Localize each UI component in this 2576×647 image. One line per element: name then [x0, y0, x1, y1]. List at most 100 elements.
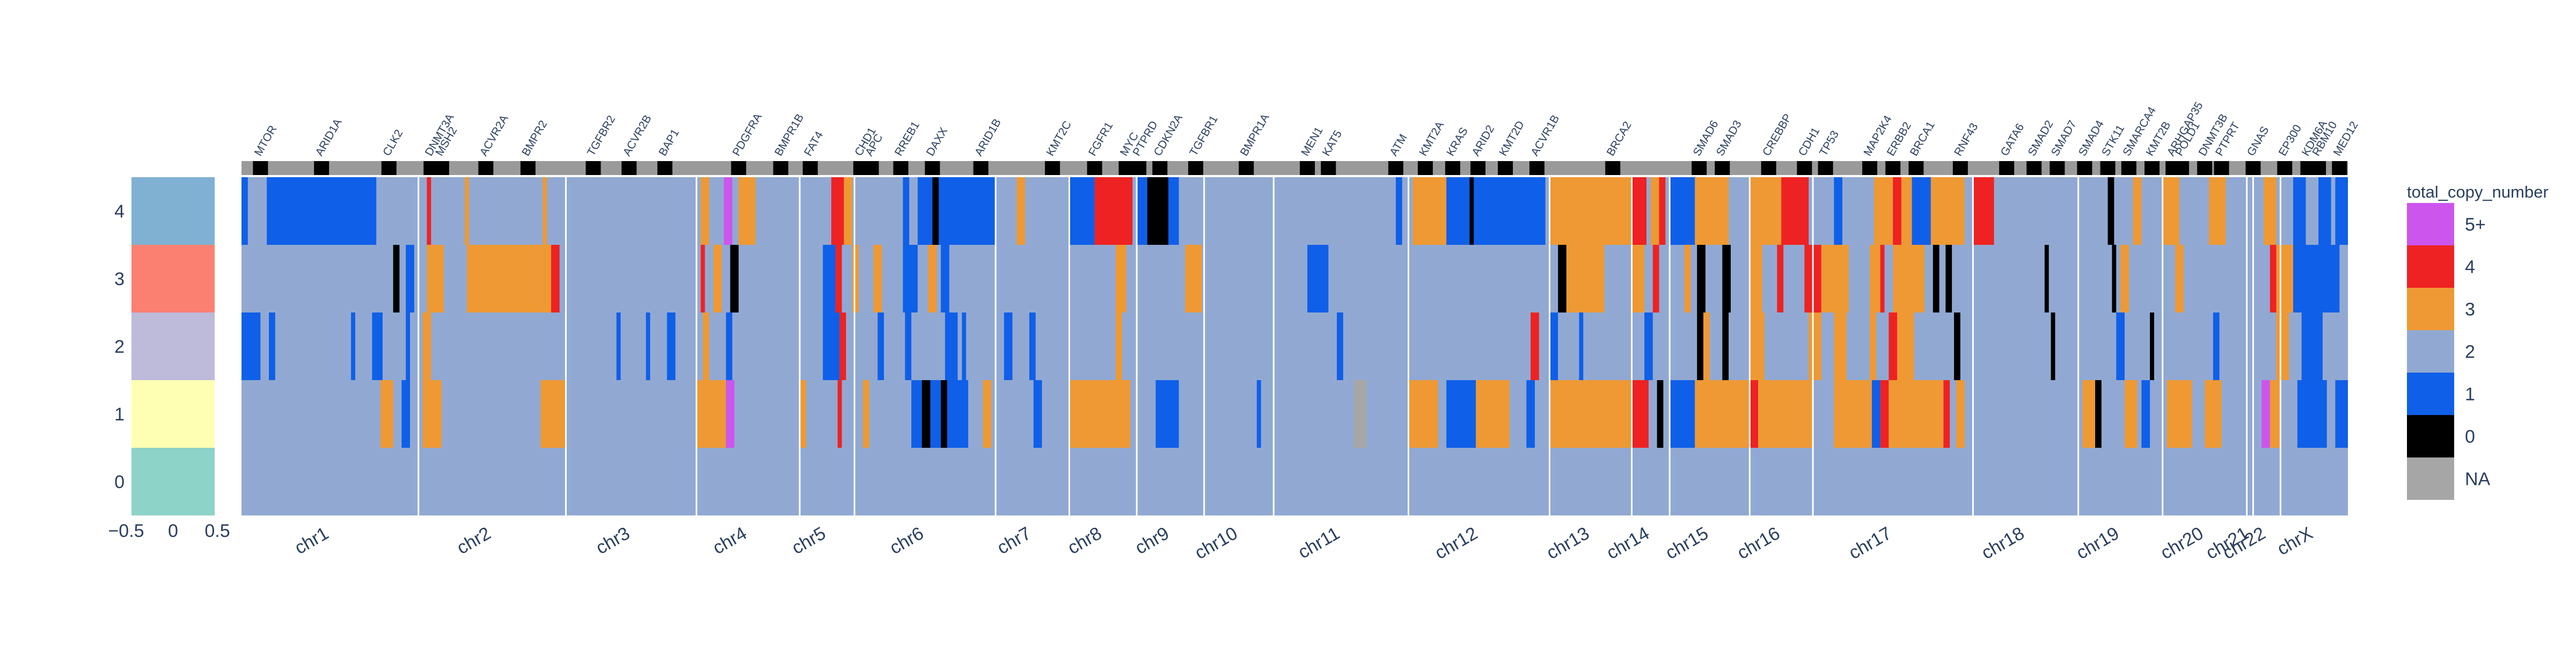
gene-marker — [1087, 161, 1102, 175]
heatmap-segment — [1526, 380, 1535, 448]
heatmap-segment — [1566, 245, 1605, 312]
gene-marker — [1045, 161, 1060, 175]
heatmap-segment — [422, 312, 431, 380]
heatmap-segment — [1016, 177, 1026, 245]
gene-marker — [1605, 161, 1621, 175]
gene-label: ARID1A — [313, 117, 345, 158]
gene-marker — [314, 161, 330, 175]
heatmap-segment — [2318, 177, 2331, 245]
heatmap-segment — [1353, 380, 1366, 448]
heatmap-segment — [983, 380, 992, 448]
gene-label: ARID1B — [972, 117, 1004, 158]
gene-label: PDGFRA — [730, 111, 765, 158]
sample-bar-x-tick: −0.5 — [108, 521, 144, 541]
heatmap-segment — [427, 245, 444, 312]
heatmap-segment — [1137, 177, 1147, 245]
chromosome-label: chr16 — [1734, 523, 1784, 563]
gene-marker — [802, 161, 818, 175]
heatmap-segment — [1834, 177, 1842, 245]
sample-bar-x-tick: 0.5 — [204, 521, 230, 541]
gene-marker — [773, 161, 788, 175]
gene-marker — [2050, 161, 2065, 175]
gene-marker — [1529, 161, 1545, 175]
heatmap-segment — [393, 245, 400, 312]
heatmap-segment — [540, 380, 566, 448]
heatmap-segment — [1469, 177, 1474, 245]
gene-marker — [863, 161, 879, 175]
gene-marker — [1239, 161, 1254, 175]
heatmap-segment — [738, 177, 756, 245]
heatmap-segment — [406, 312, 410, 380]
gene-marker — [2174, 161, 2189, 175]
heatmap-segment — [2276, 245, 2293, 312]
heatmap-segment — [2107, 177, 2114, 245]
heatmap-segment — [1185, 245, 1202, 312]
heatmap-segment — [1670, 177, 1695, 245]
heatmap-segment — [2335, 177, 2348, 245]
gene-marker — [1470, 161, 1485, 175]
heatmap-segment — [406, 245, 414, 312]
heatmap-segment — [2116, 312, 2125, 380]
gene-marker — [2100, 161, 2116, 175]
heatmap-segment — [2162, 177, 2179, 245]
gene-label: RREB1 — [892, 119, 922, 158]
chromosome-labels: chr1 chr2 chr3 chr4 chr5 chr6 chr7 chr8 chr9 chr1… — [291, 523, 2317, 563]
heatmap-segment — [267, 177, 377, 245]
heatmap-background — [241, 177, 2348, 515]
heatmap-segment — [1652, 245, 1659, 312]
chromosome-label: chr2 — [453, 523, 494, 558]
gene-marker — [1999, 161, 2015, 175]
gene-marker — [2026, 161, 2042, 175]
sample-bar-y-tick: 4 — [114, 201, 125, 222]
gene-marker — [1131, 161, 1147, 175]
heatmap-segment — [911, 380, 969, 448]
heatmap-segment — [351, 312, 355, 380]
gene-marker — [2245, 161, 2261, 175]
chromosome-label: chr12 — [1431, 523, 1481, 563]
chromosome-label: chrX — [2274, 523, 2317, 559]
chromosome-label: chr10 — [1191, 523, 1241, 563]
gene-marker — [1118, 161, 1134, 175]
gene-label: BRCA2 — [1605, 119, 1634, 158]
gene-marker — [434, 161, 449, 175]
heatmap-segment — [1476, 380, 1510, 448]
gene-marker — [1498, 161, 1513, 175]
gene-marker — [2332, 161, 2347, 175]
gene-marker — [1692, 161, 1707, 175]
heatmap-segment — [1880, 245, 1885, 312]
heatmap-segment — [839, 312, 846, 380]
gene-label: CREBBP — [1760, 112, 1794, 158]
gene-label: MTOR — [252, 123, 280, 158]
heatmap-segment — [2264, 177, 2277, 245]
chromosome-label: chr17 — [1846, 523, 1896, 563]
heatmap-segment — [1880, 380, 1889, 448]
heatmap-segment — [1943, 380, 1950, 448]
gene-marker — [2077, 161, 2092, 175]
heatmap-segment — [1558, 245, 1567, 312]
gene-marker — [586, 161, 601, 175]
heatmap-segment — [921, 380, 931, 448]
gene-marker — [1862, 161, 1878, 175]
heatmap-segment — [1631, 245, 1645, 312]
heatmap-segment — [1094, 177, 1133, 245]
heatmap-segment — [1549, 177, 1632, 245]
heatmap-segment — [1697, 245, 1706, 312]
gene-marker — [2311, 161, 2326, 175]
legend-label: 5+ — [2465, 215, 2486, 235]
heatmap-segment — [1871, 380, 1880, 448]
heatmap-segment — [903, 245, 918, 312]
legend-label: 3 — [2465, 300, 2475, 320]
gene-marker — [1388, 161, 1403, 175]
gene-label: BAP1 — [656, 127, 682, 158]
gene-label: CDH1 — [1796, 125, 1823, 158]
heatmap-segment — [241, 177, 248, 245]
gene-label: GNAS — [2245, 124, 2272, 158]
heatmap-segment — [1870, 245, 1880, 312]
chromosome-label: chr1 — [291, 523, 332, 558]
heatmap-segment — [2112, 245, 2117, 312]
gene-label: CLK2 — [380, 128, 405, 158]
heatmap-segment — [401, 380, 410, 448]
legend-swatch — [2407, 203, 2454, 245]
heatmap-segment — [1631, 177, 1646, 245]
gene-label: KMT2A — [1417, 119, 1446, 158]
